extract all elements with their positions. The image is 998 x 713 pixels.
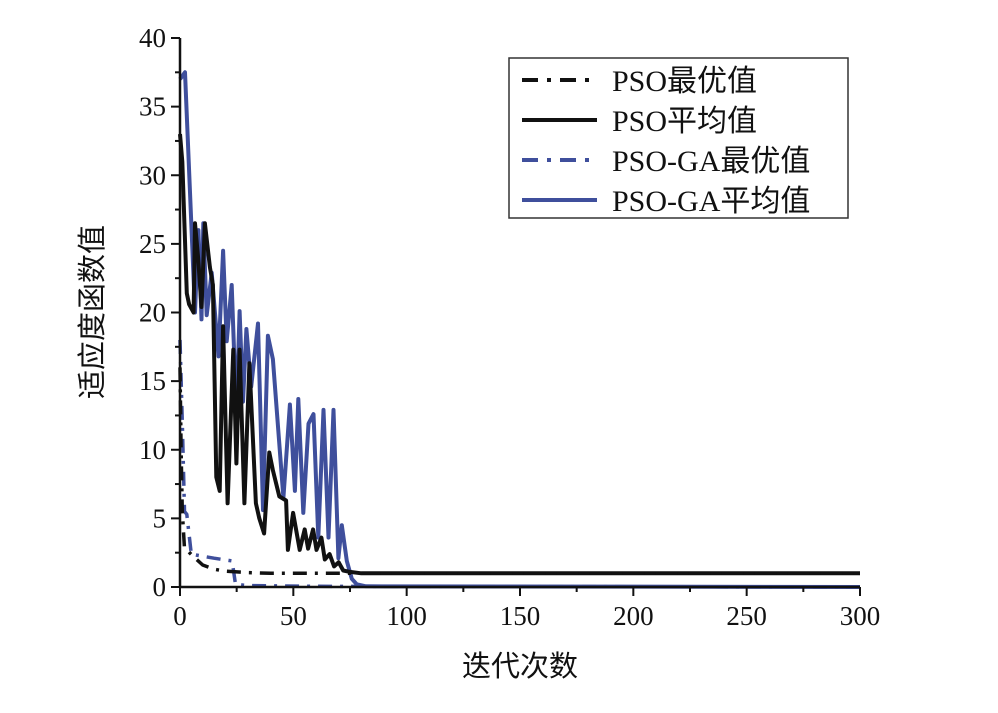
y-tick-label: 15 — [139, 366, 166, 396]
series-line-0 — [178, 367, 860, 576]
legend-label-2: PSO-GA最优值 — [612, 145, 810, 178]
series-line-2 — [178, 339, 861, 589]
x-tick-label: 150 — [500, 601, 541, 631]
legend-label-0: PSO最优值 — [612, 65, 757, 98]
series-line-1 — [178, 133, 860, 576]
legend-box — [508, 57, 849, 219]
y-tick-label: 40 — [139, 23, 166, 53]
x-tick-label: 0 — [173, 601, 187, 631]
x-axis-label: 迭代次数 — [462, 649, 578, 683]
y-tick-label: 35 — [139, 92, 166, 122]
plot-area — [178, 70, 861, 589]
x-tick-label: 200 — [613, 601, 654, 631]
series-line-3 — [178, 70, 861, 589]
y-tick-label: 0 — [153, 572, 167, 602]
x-tick-label: 50 — [280, 601, 307, 631]
x-tick-label: 300 — [840, 601, 881, 631]
y-tick-label: 10 — [139, 435, 166, 465]
y-tick-label: 25 — [139, 229, 166, 259]
axes: 0 50 100 150 200 250 300 0 5 10 15 20 25 30 35 40 — [139, 23, 880, 631]
y-tick-label: 30 — [139, 160, 166, 190]
legend-label-1: PSO平均值 — [612, 105, 757, 138]
legend-label-3: PSO-GA平均值 — [612, 185, 810, 218]
legend: PSO最优值 PSO平均值 PSO-GA最优值 PSO-GA平均值 — [508, 57, 849, 219]
y-tick-label: 5 — [153, 503, 167, 533]
x-tick-label: 250 — [726, 601, 767, 631]
y-axis-label: 适应度函数值 — [75, 225, 109, 399]
x-tick-label: 100 — [386, 601, 427, 631]
y-tick-label: 20 — [139, 298, 166, 328]
